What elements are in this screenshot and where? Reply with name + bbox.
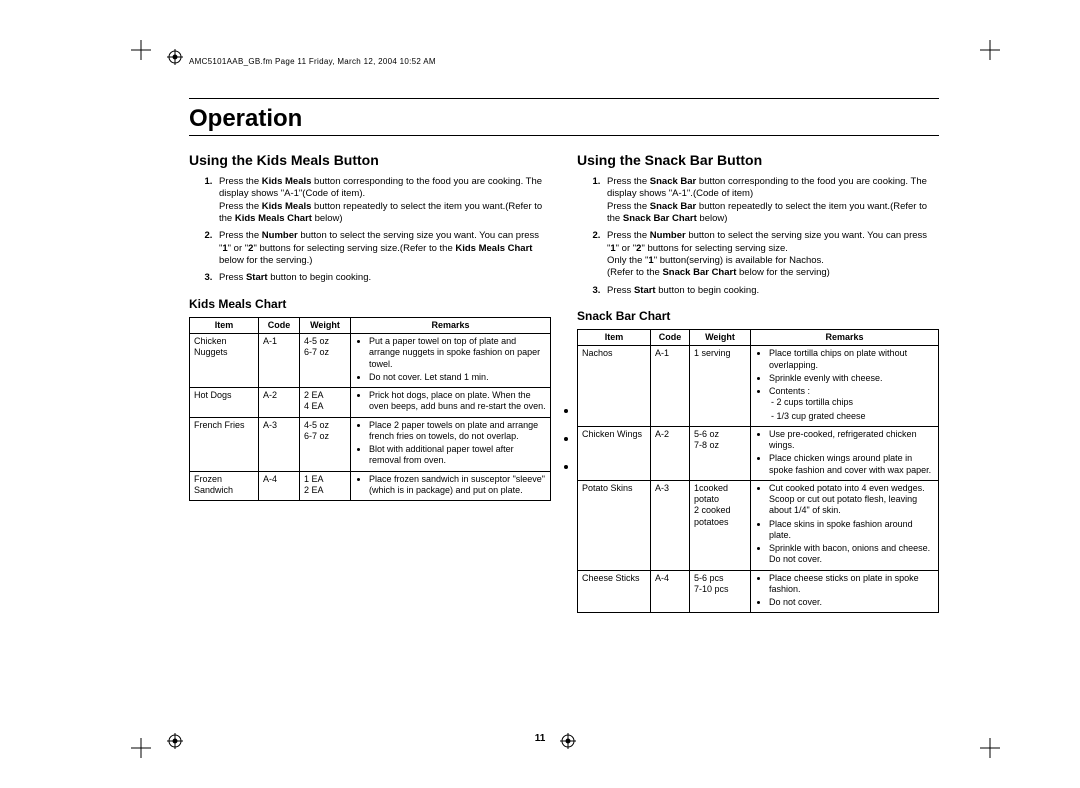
cell-item: Hot Dogs (190, 388, 259, 418)
remark-item: Place 2 paper towels on plate and arrang… (369, 420, 546, 443)
table-row: Hot DogsA-22 EA4 EA Prick hot dogs, place… (190, 388, 551, 418)
cell-code: A-2 (259, 388, 300, 418)
remark-item: Do not cover. (769, 597, 934, 608)
left-step-2: Press the Number button to select the se… (215, 230, 551, 267)
right-step-3: Press Start button to begin cooking. (603, 285, 939, 297)
remark-item: Do not cover. Let stand 1 min. (369, 372, 546, 383)
cell-code: A-2 (651, 426, 690, 480)
remark-item: Contents :2 cups tortilla chips1/3 cup g… (769, 386, 934, 422)
crop-mark-br (980, 738, 1000, 758)
cell-weight: 5-6 pcs7-10 pcs (690, 570, 751, 613)
center-fold-dots (564, 385, 568, 493)
cell-remarks: Prick hot dogs, place on plate. When the… (351, 388, 551, 418)
remark-item: Sprinkle evenly with cheese. (769, 373, 934, 384)
left-chart-title: Kids Meals Chart (189, 297, 551, 311)
cell-item: Chicken Nuggets (190, 334, 259, 388)
remark-item: Sprinkle with bacon, onions and cheese. … (769, 543, 934, 566)
th-item: Item (190, 317, 259, 333)
right-steps: Press the Snack Bar button corresponding… (577, 176, 939, 297)
page-header-meta: AMC5101AAB_GB.fm Page 11 Friday, March 1… (189, 57, 436, 66)
cell-remarks: Cut cooked potato into 4 even wedges. Sc… (751, 480, 939, 570)
left-step-3: Press Start button to begin cooking. (215, 272, 551, 284)
remark-item: Place chicken wings around plate in spok… (769, 453, 934, 476)
rule-top (189, 98, 939, 99)
cell-remarks: Place 2 paper towels on plate and arrang… (351, 417, 551, 471)
table-row: Chicken NuggetsA-14-5 oz6-7 oz Put a pape… (190, 334, 551, 388)
kids-meals-tbody: Chicken NuggetsA-14-5 oz6-7 oz Put a pape… (190, 334, 551, 501)
right-step-1: Press the Snack Bar button corresponding… (603, 176, 939, 225)
remark-item: Place tortilla chips on plate without ov… (769, 348, 934, 371)
th-weight: Weight (300, 317, 351, 333)
cell-code: A-1 (651, 346, 690, 427)
cell-weight: 1cooked potato2 cooked potatoes (690, 480, 751, 570)
remark-item: Prick hot dogs, place on plate. When the… (369, 390, 546, 413)
snack-bar-chart: Item Code Weight Remarks NachosA-11 serv… (577, 329, 939, 613)
cell-item: French Fries (190, 417, 259, 471)
right-chart-title: Snack Bar Chart (577, 309, 939, 323)
table-row: Cheese SticksA-45-6 pcs7-10 pcs Place che… (578, 570, 939, 613)
cell-weight: 4-5 oz6-7 oz (300, 334, 351, 388)
cell-item: Nachos (578, 346, 651, 427)
table-row: Chicken WingsA-25-6 oz7-8 oz Use pre-cook… (578, 426, 939, 480)
remark-item: Place frozen sandwich in susceptor "slee… (369, 474, 546, 497)
crop-mark-bc (560, 733, 580, 753)
cell-remarks: Place tortilla chips on plate without ov… (751, 346, 939, 427)
cell-code: A-3 (259, 417, 300, 471)
cell-code: A-3 (651, 480, 690, 570)
cell-remarks: Place cheese sticks on plate in spoke fa… (751, 570, 939, 613)
remark-item: Use pre-cooked, refrigerated chicken win… (769, 429, 934, 452)
crop-mark-tl2 (167, 49, 187, 69)
remark-item: Place cheese sticks on plate in spoke fa… (769, 573, 934, 596)
cell-weight: 1 EA2 EA (300, 471, 351, 501)
right-heading: Using the Snack Bar Button (577, 152, 939, 168)
kids-meals-chart: Item Code Weight Remarks Chicken Nuggets… (189, 317, 551, 501)
th-weight-r: Weight (690, 330, 751, 346)
cell-weight: 5-6 oz7-8 oz (690, 426, 751, 480)
remark-item: Put a paper towel on top of plate and ar… (369, 336, 546, 370)
page-content: Operation Using the Kids Meals Button Pr… (189, 98, 939, 613)
right-column: Using the Snack Bar Button Press the Sna… (577, 148, 939, 613)
crop-mark-bl1 (131, 738, 151, 758)
th-code: Code (259, 317, 300, 333)
table-row: NachosA-11 serving Place tortilla chips o… (578, 346, 939, 427)
cell-weight: 2 EA4 EA (300, 388, 351, 418)
th-remarks-r: Remarks (751, 330, 939, 346)
cell-code: A-4 (259, 471, 300, 501)
page-title: Operation (189, 105, 939, 133)
crop-mark-bl2 (167, 733, 187, 753)
remark-item: Cut cooked potato into 4 even wedges. Sc… (769, 483, 934, 517)
left-heading: Using the Kids Meals Button (189, 152, 551, 168)
cell-item: Potato Skins (578, 480, 651, 570)
cell-weight: 4-5 oz6-7 oz (300, 417, 351, 471)
cell-item: Frozen Sandwich (190, 471, 259, 501)
snack-bar-tbody: NachosA-11 serving Place tortilla chips o… (578, 346, 939, 613)
th-remarks: Remarks (351, 317, 551, 333)
left-step-1: Press the Kids Meals button correspondin… (215, 176, 551, 225)
left-steps: Press the Kids Meals button correspondin… (189, 176, 551, 285)
table-row: Potato SkinsA-31cooked potato2 cooked po… (578, 480, 939, 570)
cell-code: A-4 (651, 570, 690, 613)
table-row: French FriesA-34-5 oz6-7 oz Place 2 paper… (190, 417, 551, 471)
th-code-r: Code (651, 330, 690, 346)
cell-remarks: Place frozen sandwich in susceptor "slee… (351, 471, 551, 501)
table-row: Frozen SandwichA-41 EA2 EA Place frozen s… (190, 471, 551, 501)
cell-item: Chicken Wings (578, 426, 651, 480)
left-column: Using the Kids Meals Button Press the Ki… (189, 148, 551, 613)
cell-weight: 1 serving (690, 346, 751, 427)
cell-item: Cheese Sticks (578, 570, 651, 613)
remark-item: Place skins in spoke fashion around plat… (769, 519, 934, 542)
cell-remarks: Use pre-cooked, refrigerated chicken win… (751, 426, 939, 480)
crop-mark-tr (980, 40, 1000, 60)
page-number: 11 (535, 733, 546, 744)
rule-under-title (189, 135, 939, 136)
right-step-2: Press the Number button to select the se… (603, 230, 939, 279)
crop-mark-tl1 (131, 40, 151, 60)
remark-item: Blot with additional paper towel after r… (369, 444, 546, 467)
cell-code: A-1 (259, 334, 300, 388)
th-item-r: Item (578, 330, 651, 346)
cell-remarks: Put a paper towel on top of plate and ar… (351, 334, 551, 388)
